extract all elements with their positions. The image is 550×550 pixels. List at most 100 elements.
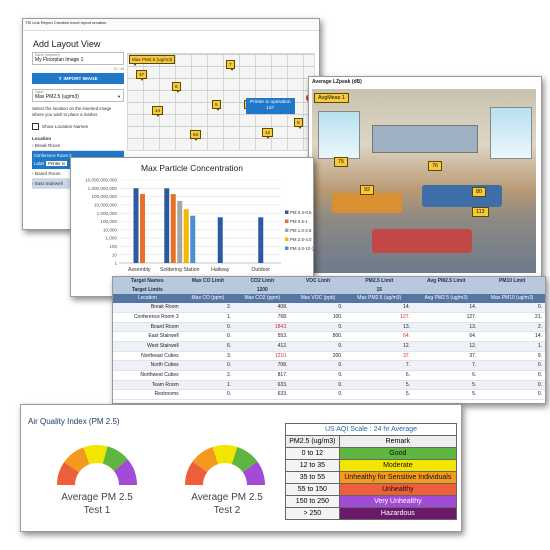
aqi-scale-table: US AQI Scale : 24 hr Average PM2.5 (ug/m… (285, 423, 458, 520)
table-cell: 7. (413, 360, 480, 372)
aqi-scale-row: 150 to 250 Very Unhealthy (285, 495, 458, 508)
floorplan-marker[interactable]: 64 (190, 130, 202, 141)
legend-swatch (285, 237, 289, 241)
measurement-tag[interactable]: 76 (428, 161, 442, 171)
aqi-scale-row: 0 to 12 Good (285, 447, 458, 460)
location-item-break-room[interactable]: › Break Room (32, 141, 124, 151)
gauge-1-line2: Test 1 (83, 505, 111, 516)
target-name: CO2 Limit (234, 277, 291, 286)
value-select-label: Value (35, 90, 44, 94)
chart-bar (140, 194, 145, 263)
table-cell: 1. (479, 341, 545, 352)
table-cell: 408. (234, 303, 291, 313)
floorplan-marker[interactable]: 37 (136, 70, 148, 81)
name-field[interactable]: Name (required) My Floorplan Image 1 (32, 52, 124, 65)
legend-swatch (285, 210, 289, 214)
table-shape (422, 185, 502, 207)
value-select[interactable]: Value Max PM2.5 (ug/m3) ▼ (32, 89, 124, 102)
checkbox-icon (32, 123, 39, 130)
table-cell: 12. (413, 341, 480, 352)
aqi-gauges (57, 445, 265, 485)
table-cell: 6. (413, 370, 480, 381)
location-label-input[interactable]: Printer in (46, 161, 68, 166)
name-field-value: My Floorplan Image 1 (35, 57, 84, 63)
floorplan-marker[interactable]: 7 (226, 60, 235, 71)
table-row: Team Room 1. 633. 0. 5. 5. 0. (113, 380, 545, 391)
target-limit (181, 285, 235, 295)
table-cell: 0. (290, 341, 346, 352)
gauge-segment (64, 447, 90, 473)
table-cell: 0. (181, 360, 235, 372)
floorplan-marker[interactable]: 5 (212, 100, 221, 111)
floorplan-header-pin[interactable]: Max PM2.5 (ug/m3) (129, 55, 176, 66)
location-item-label: Conference Room 3 (34, 153, 72, 158)
import-image-button[interactable]: ⇧ IMPORT IMAGE (32, 73, 124, 84)
page-title: Add Layout View (33, 39, 101, 49)
chart-bar (190, 215, 196, 263)
table-row: West Stairwell 6. 412. 0. 12. 12. 1. (113, 341, 545, 352)
table-cell: 21. (479, 312, 545, 323)
aqi-remark-cell: Moderate (338, 459, 458, 472)
measurement-tag[interactable]: 92 (360, 185, 374, 195)
show-location-names-label: Show Location Names (42, 124, 88, 129)
marker-popup-value: 137 (266, 106, 275, 111)
measurement-header-tag[interactable]: AvgMeas 1 (314, 93, 349, 103)
table-cell: 100. (290, 312, 346, 323)
aqi-range-cell: 150 to 250 (285, 495, 340, 508)
table-cell: 0. (290, 360, 346, 372)
floorplan-marker[interactable]: 14 (152, 106, 164, 117)
target-name: Max CO Limit (181, 277, 235, 286)
classroom-photo[interactable]: AvgMeas 1 75 76 92 80 113 (312, 89, 536, 273)
aqi-range-cell: 0 to 12 (285, 447, 340, 460)
table-cell: 37. (413, 351, 480, 362)
table-cell: 64. (345, 331, 414, 342)
floorplan-image[interactable]: Max PM2.5 (ug/m3) 37 7 6 14 5 5 5 64 12 … (127, 53, 315, 151)
table-cell: 37. (345, 351, 414, 362)
location-name-cell: Restrooms (113, 389, 182, 401)
measurement-tag[interactable]: 75 (334, 157, 348, 167)
name-field-label: Name (required) (35, 53, 60, 57)
table-row: North Cubes 0. 708. 0. 7. 7. 0. (113, 360, 545, 372)
aqi-range-cell: 35 to 55 (285, 471, 340, 484)
chart-bar (217, 217, 223, 263)
legend-swatch (285, 219, 289, 223)
floorplan-marker[interactable]: 5 (294, 118, 303, 129)
measurement-tag[interactable]: 113 (472, 207, 489, 217)
table-cell: 6. (345, 370, 414, 381)
table-row: Northeast Cubes 3. 1210. 200. 37. 37. 9. (113, 351, 545, 362)
gauge-2-line1: Average PM 2.5 (191, 492, 263, 503)
x-tick-label: Hallway (211, 267, 230, 273)
table-cell: 817. (234, 370, 291, 381)
table-cell: 0. (290, 322, 346, 333)
table-cell: 13. (413, 322, 480, 333)
column-header: Avg PM2.5 (ug/m3) (413, 294, 480, 304)
gauge-1-line1: Average PM 2.5 (61, 492, 133, 503)
chart-bar (170, 194, 176, 263)
name-char-counter: 20 / 48 (113, 67, 124, 71)
floorplan-marker[interactable]: 6 (172, 82, 181, 93)
gauge-segment (192, 446, 219, 473)
location-name-cell: Conference Room 3 (113, 312, 182, 323)
table-cell: 5. (345, 380, 414, 391)
photo-view-title: Average LZpeak (dB) (312, 79, 362, 85)
location-item-conference-room-3[interactable]: Conference Room 3 (32, 151, 124, 160)
table-cell: 1843. (234, 322, 291, 333)
table-shape (332, 193, 402, 213)
location-name-cell: West Stairwell (113, 341, 182, 352)
show-location-names-checkbox[interactable]: Show Location Names (32, 123, 124, 130)
floorplan-marker[interactable]: 12 (262, 128, 274, 139)
location-name-cell: Break Room (113, 303, 182, 313)
table-row: Restrooms 0. 633. 0. 5. 5. 0. (113, 389, 545, 401)
chevron-right-icon: › (32, 171, 35, 176)
table-shape (372, 229, 472, 253)
location-item-label: East Stairwell (34, 181, 63, 186)
marker-popup-title: Printer in operation (250, 100, 291, 105)
table-cell: 14. (479, 331, 545, 342)
table-cell: 0. (181, 331, 235, 342)
table-cell: 633. (234, 389, 291, 401)
y-tick-label: 1 (114, 261, 117, 266)
locations-heading: Location (32, 136, 52, 141)
gauge-segment (57, 461, 80, 485)
measurement-tag[interactable]: 80 (472, 187, 486, 197)
target-names-label: Target Names (113, 277, 182, 286)
